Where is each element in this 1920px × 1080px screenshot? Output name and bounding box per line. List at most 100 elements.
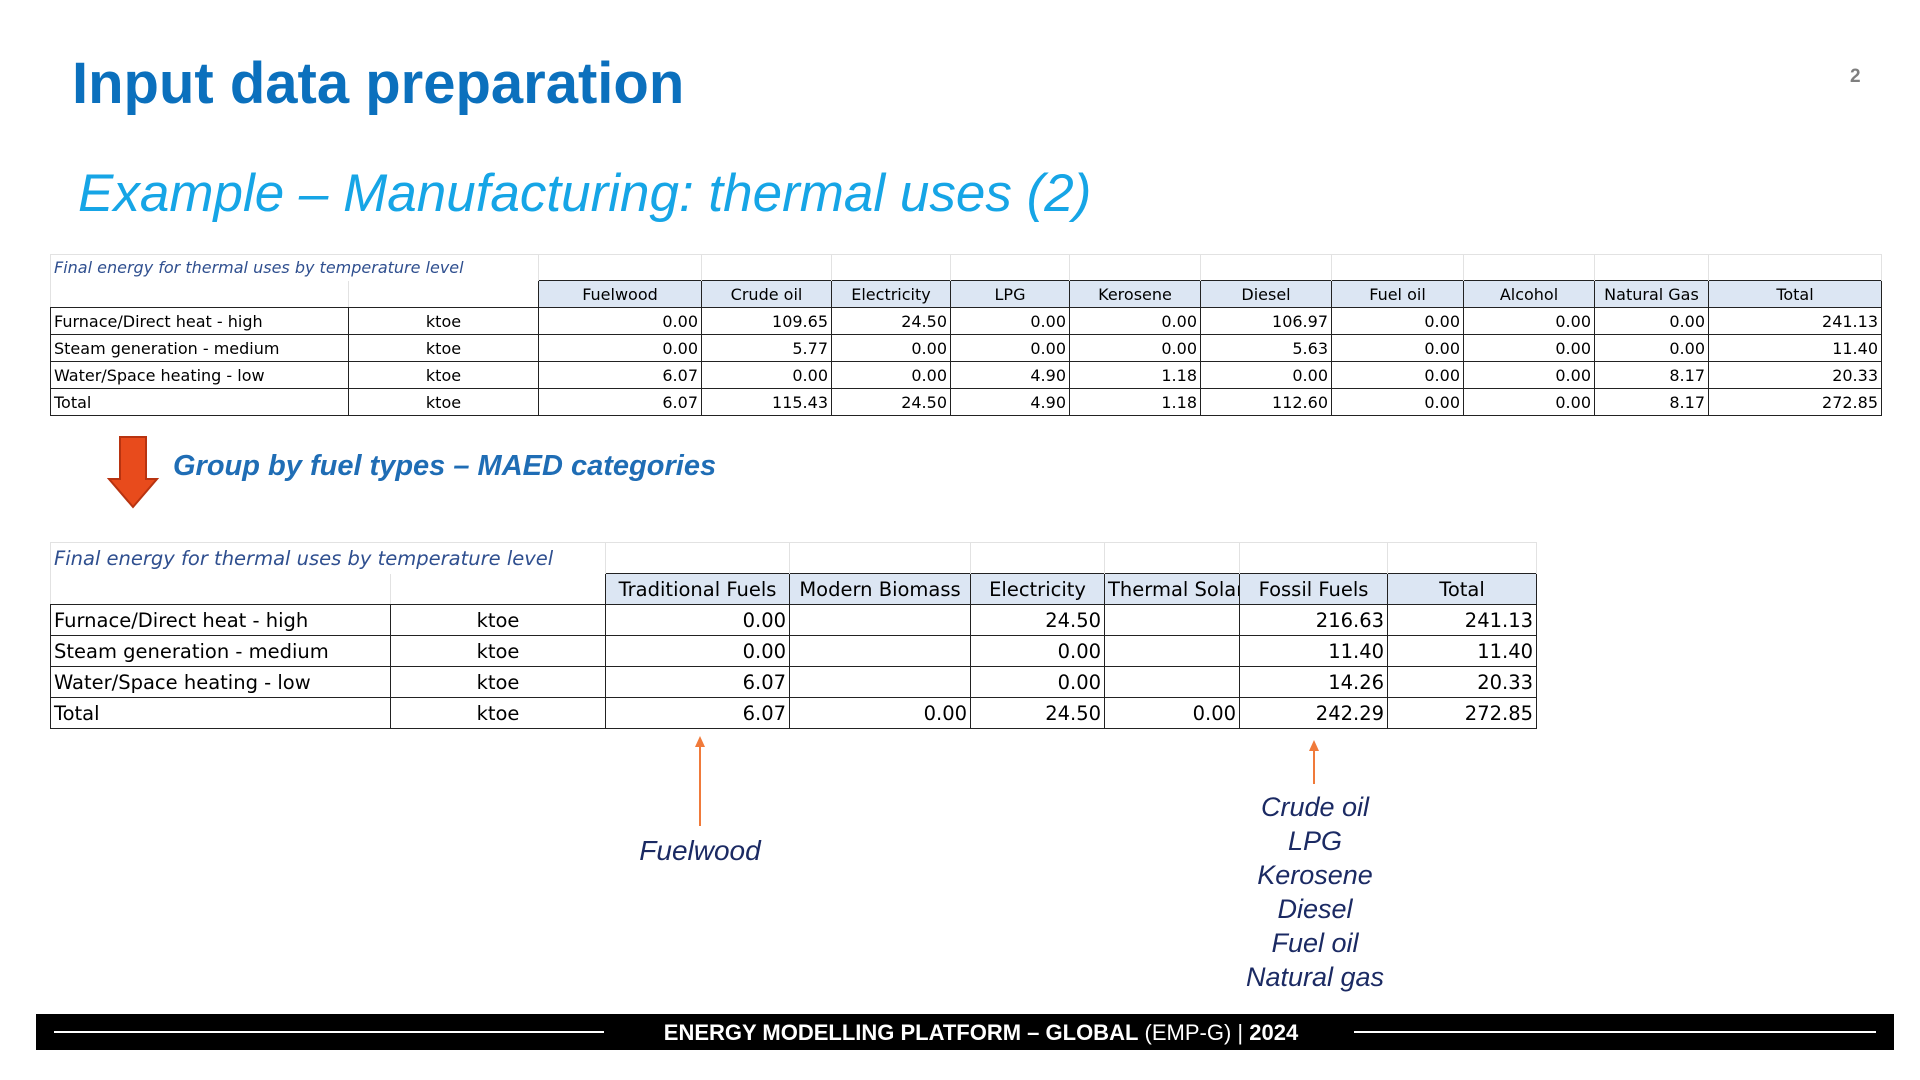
value-cell: 0.00 [1069, 334, 1201, 362]
value-cell: 115.43 [701, 388, 832, 416]
fuel-detail-table: Final energy for thermal uses by tempera… [50, 254, 1882, 416]
value-cell: 109.65 [701, 307, 832, 335]
table-row: Furnace/Direct heat - high ktoe 0.00 109.65… [50, 307, 1882, 335]
value-cell: 0.00 [701, 361, 832, 389]
slide-title: Input data preparation [72, 51, 685, 116]
fossil-fuel-item: Diesel [1277, 894, 1353, 924]
row-label: Steam generation - medium [50, 334, 349, 362]
value-cell: 0.00 [1463, 388, 1595, 416]
value-cell: 5.77 [701, 334, 832, 362]
fossil-arrow-head [1309, 740, 1319, 751]
table-caption: Final energy for thermal uses by tempera… [49, 542, 607, 574]
fossil-fuel-item: Kerosene [1257, 860, 1373, 890]
table-row: Steam generation - medium ktoe 0.00 5.77 0.0… [50, 334, 1882, 362]
unit-cell: ktoe [348, 388, 539, 416]
column-header: Electricity [970, 573, 1106, 605]
column-header: Electricity [831, 280, 951, 308]
fossil-fuel-item: Natural gas [1245, 962, 1385, 992]
value-cell: 4.90 [950, 361, 1070, 389]
value-cell: 0.00 [1331, 334, 1464, 362]
traditional-arrow-head [695, 736, 705, 747]
row-label: Total [50, 697, 391, 729]
value-cell: 241.13 [1387, 604, 1538, 636]
value-cell: 11.40 [1387, 635, 1538, 667]
footer-main: ENERGY MODELLING PLATFORM – GLOBAL [663, 1020, 1139, 1045]
table-row: Water/Space heating - low ktoe 6.07 0.00 14.… [50, 666, 1538, 698]
value-cell: 0.00 [831, 361, 951, 389]
value-cell: 272.85 [1708, 388, 1882, 416]
page-number: 2 [1850, 66, 1861, 87]
table-row: Furnace/Direct heat - high ktoe 0.00 24.50 2… [50, 604, 1538, 636]
value-cell: 0.00 [1463, 307, 1595, 335]
value-cell: 106.97 [1200, 307, 1332, 335]
column-header: Total [1708, 280, 1882, 308]
value-cell: 6.07 [605, 697, 791, 729]
value-cell: 20.33 [1708, 361, 1882, 389]
value-cell: 0.00 [1331, 388, 1464, 416]
value-cell: 8.17 [1594, 361, 1709, 389]
table-row: Total ktoe 6.07 115.43 24.50 4.90 1.18 112.60 0.… [50, 388, 1882, 416]
value-cell [1104, 604, 1241, 636]
value-cell: 0.00 [1463, 361, 1595, 389]
value-cell: 242.29 [1239, 697, 1389, 729]
unit-cell: ktoe [389, 604, 607, 636]
group-label: Group by fuel types – MAED categories [173, 450, 717, 482]
value-cell: 24.50 [970, 697, 1106, 729]
column-header: Alcohol [1463, 280, 1595, 308]
value-cell: 6.07 [538, 361, 702, 389]
value-cell [789, 666, 972, 698]
value-cell: 24.50 [831, 388, 951, 416]
value-cell [1104, 635, 1241, 667]
column-header: Modern Biomass [789, 573, 972, 605]
column-header: LPG [950, 280, 1070, 308]
unit-cell: ktoe [389, 666, 607, 698]
value-cell: 24.50 [970, 604, 1106, 636]
column-header: Kerosene [1069, 280, 1201, 308]
column-header: Fuel oil [1331, 280, 1464, 308]
value-cell: 11.40 [1239, 635, 1389, 667]
column-header: Fossil Fuels [1239, 573, 1389, 605]
fossil-fuel-item: Fuel oil [1271, 928, 1359, 958]
value-cell: 0.00 [789, 697, 972, 729]
annotation-fuelwood: Fuelwood [639, 835, 761, 866]
value-cell: 272.85 [1387, 697, 1538, 729]
value-cell: 24.50 [831, 307, 951, 335]
value-cell: 6.07 [538, 388, 702, 416]
column-header: Crude oil [701, 280, 832, 308]
table-row: Steam generation - medium ktoe 0.00 0.00 11.… [50, 635, 1538, 667]
footer-bar: ENERGY MODELLING PLATFORM – GLOBAL (EMP-… [36, 1014, 1894, 1050]
fossil-fuel-item: LPG [1287, 826, 1343, 856]
annotation-fossil-list: Crude oil LPG Kerosene Diesel Fuel oil Natura… [1215, 790, 1415, 994]
unit-cell: ktoe [389, 697, 607, 729]
value-cell: 0.00 [1594, 334, 1709, 362]
value-cell: 216.63 [1239, 604, 1389, 636]
value-cell: 1.18 [1069, 361, 1201, 389]
row-label: Total [50, 388, 349, 416]
value-cell: 241.13 [1708, 307, 1882, 335]
value-cell: 0.00 [1069, 307, 1201, 335]
row-label: Steam generation - medium [50, 635, 391, 667]
maed-category-table: Final energy for thermal uses by tempera… [49, 542, 1538, 729]
value-cell: 0.00 [538, 307, 702, 335]
column-header: Fuelwood [538, 280, 702, 308]
value-cell: 0.00 [1594, 307, 1709, 335]
footer-year: 2024 [1249, 1020, 1299, 1045]
value-cell: 0.00 [970, 666, 1106, 698]
row-label: Furnace/Direct heat - high [50, 604, 391, 636]
value-cell: 0.00 [1331, 361, 1464, 389]
value-cell: 1.18 [1069, 388, 1201, 416]
value-cell: 0.00 [1463, 334, 1595, 362]
value-cell: 11.40 [1708, 334, 1882, 362]
value-cell: 5.63 [1200, 334, 1332, 362]
value-cell: 6.07 [605, 666, 791, 698]
unit-cell: ktoe [348, 307, 539, 335]
value-cell: 0.00 [950, 334, 1070, 362]
down-arrow-icon [106, 435, 160, 510]
footer-sep: | [1237, 1020, 1244, 1045]
value-cell: 0.00 [831, 334, 951, 362]
column-header: Natural Gas [1594, 280, 1709, 308]
value-cell: 0.00 [970, 635, 1106, 667]
value-cell: 0.00 [950, 307, 1070, 335]
column-header: Total [1387, 573, 1538, 605]
